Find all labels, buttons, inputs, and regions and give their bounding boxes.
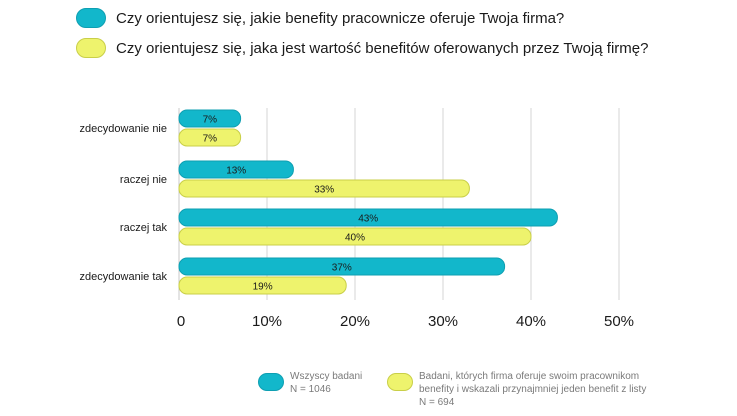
- bar-yellow: [178, 227, 532, 246]
- legend-swatch-teal: [258, 373, 284, 391]
- legend-line: Wszyscy badani: [290, 371, 363, 382]
- x-tick-label: 50%: [604, 313, 634, 330]
- legend-swatch-yellow: [387, 373, 413, 391]
- bar-teal: [178, 208, 558, 227]
- category-label: raczej tak: [120, 222, 168, 234]
- legend-item-all-respondents: Wszyscy badani N = 1046: [258, 370, 362, 396]
- bar-teal: [178, 257, 506, 276]
- x-tick-label: 20%: [340, 313, 370, 330]
- legend-line: N = 694: [419, 397, 455, 408]
- question-2-text: Czy orientujesz się, jaka jest wartość b…: [116, 39, 649, 57]
- legend-line: benefity i wskazali przynajmniej jeden b…: [419, 384, 647, 395]
- data-label: 13%: [226, 166, 246, 177]
- x-tick-label: 40%: [516, 313, 546, 330]
- legend-line: N = 1046: [290, 384, 331, 395]
- question-2-swatch: [76, 38, 106, 58]
- bar-yellow: [178, 179, 470, 198]
- data-label: 33%: [314, 185, 334, 196]
- x-tick-label: 0: [177, 313, 185, 330]
- question-2: Czy orientujesz się, jaka jest wartość b…: [76, 38, 648, 58]
- x-tick-label: 10%: [252, 313, 282, 330]
- x-tick-label: 30%: [428, 313, 458, 330]
- legend-line: Badani, których firma oferuje swoim prac…: [419, 371, 640, 382]
- data-label: 7%: [203, 115, 218, 126]
- data-label: 37%: [332, 263, 352, 274]
- question-1-text: Czy orientujesz się, jakie benefity prac…: [116, 9, 565, 27]
- category-label: zdecydowanie tak: [80, 271, 168, 283]
- legend-text-benefit-respondents: Badani, których firma oferuje swoim prac…: [419, 370, 646, 409]
- legend-text-all-respondents: Wszyscy badani N = 1046: [290, 370, 362, 396]
- category-label: raczej nie: [120, 174, 167, 186]
- bar-teal: [178, 109, 242, 128]
- data-label: 40%: [345, 233, 365, 244]
- question-1-swatch: [76, 8, 106, 28]
- question-1: Czy orientujesz się, jakie benefity prac…: [76, 8, 564, 28]
- data-label: 19%: [253, 282, 273, 293]
- legend-item-benefit-respondents: Badani, których firma oferuje swoim prac…: [387, 370, 646, 409]
- bar-teal: [178, 160, 294, 179]
- data-label: 7%: [203, 134, 218, 145]
- bar-yellow: [178, 128, 242, 147]
- category-label: zdecydowanie nie: [80, 123, 167, 135]
- data-label: 43%: [358, 214, 378, 225]
- bar-yellow: [178, 276, 347, 295]
